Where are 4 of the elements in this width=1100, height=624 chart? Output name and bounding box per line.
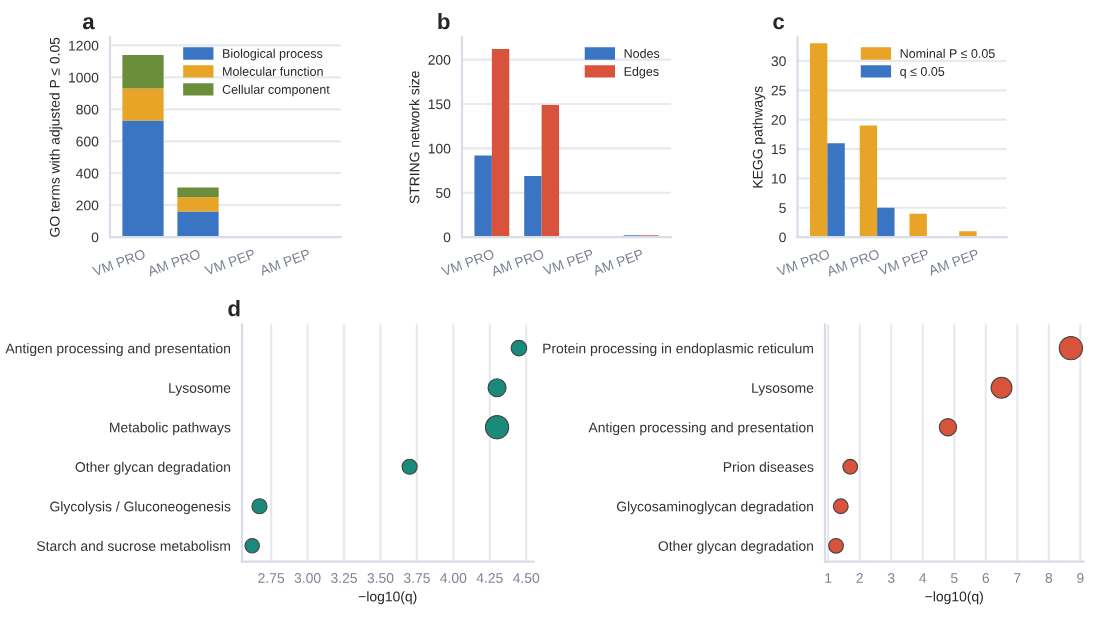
chart-title: b (438, 13, 450, 30)
chart-title: a (82, 17, 95, 30)
chart-title: d (228, 300, 240, 317)
chart-title: c (773, 17, 785, 30)
